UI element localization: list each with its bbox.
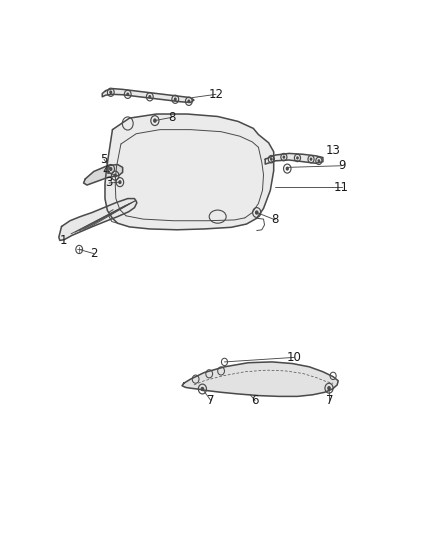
Circle shape [126,93,129,96]
Text: 3: 3 [106,176,113,189]
Text: 11: 11 [334,181,349,193]
Circle shape [201,387,204,391]
Polygon shape [182,362,338,397]
Circle shape [109,91,112,94]
Circle shape [286,167,289,171]
Text: 10: 10 [286,351,301,364]
Text: 1: 1 [60,234,67,247]
Circle shape [318,159,320,163]
Text: 6: 6 [251,394,259,407]
Circle shape [109,167,113,171]
Text: 8: 8 [168,111,176,124]
Circle shape [283,156,285,159]
Text: 7: 7 [326,394,333,407]
Polygon shape [105,114,274,230]
Circle shape [174,98,177,101]
Polygon shape [265,154,323,164]
Circle shape [327,386,331,390]
Polygon shape [59,199,137,240]
Text: 8: 8 [272,213,279,227]
Text: 7: 7 [207,394,215,407]
Circle shape [310,158,312,161]
Text: 2: 2 [90,247,98,260]
Polygon shape [102,88,194,102]
Circle shape [255,211,258,215]
Circle shape [148,95,151,99]
Circle shape [153,118,157,123]
Text: 12: 12 [208,88,223,101]
Text: 13: 13 [326,144,340,157]
Circle shape [118,180,122,184]
Polygon shape [84,165,123,185]
Circle shape [113,174,117,177]
Circle shape [270,158,273,161]
Text: 4: 4 [102,164,110,177]
Circle shape [187,100,191,103]
Text: 5: 5 [100,152,108,166]
Circle shape [296,156,299,159]
Text: 9: 9 [338,159,345,172]
